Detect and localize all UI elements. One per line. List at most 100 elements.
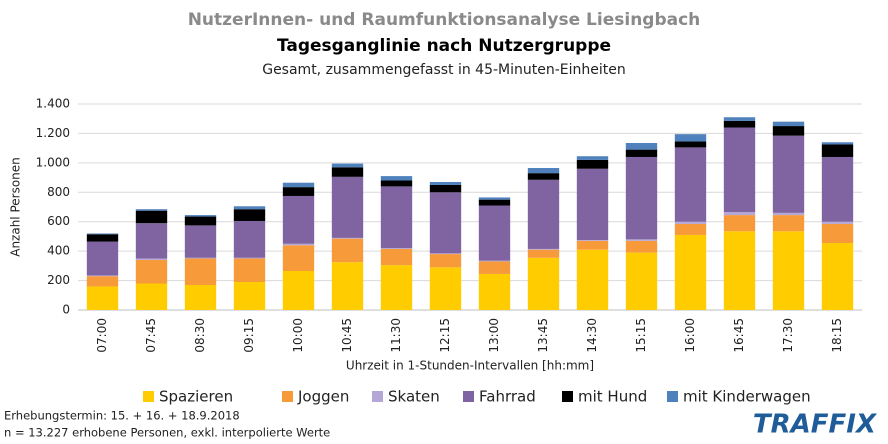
bar-segment	[723, 215, 756, 232]
bar-segment	[576, 156, 609, 160]
bar-segment	[478, 260, 511, 262]
bar-segment	[821, 221, 854, 224]
bar-segment	[135, 259, 168, 284]
bar-segment	[821, 144, 854, 157]
bar-segment	[723, 127, 756, 213]
bar-segment	[429, 184, 462, 193]
bar-segment	[674, 147, 707, 222]
bar-segment	[478, 273, 511, 310]
bar-segment	[674, 223, 707, 235]
x-tick-label: 18:15	[830, 318, 844, 353]
bar-segment	[135, 223, 168, 259]
bar-segment	[184, 258, 217, 285]
bar-segment	[135, 258, 168, 260]
bar-segment	[478, 199, 511, 206]
legend-label: mit Hund	[578, 388, 647, 406]
legend-label: Joggen	[297, 388, 349, 406]
y-tick-label: 600	[47, 214, 70, 228]
legend-swatch	[282, 391, 293, 402]
x-tick-label: 12:15	[438, 318, 452, 353]
y-tick-label: 1.200	[36, 126, 70, 140]
bar-segment	[233, 209, 266, 221]
legend-swatch	[143, 391, 154, 402]
bar-segment	[380, 186, 413, 249]
bar-segment	[821, 156, 854, 222]
x-tick-label: 09:15	[242, 318, 256, 353]
bar-segment	[576, 168, 609, 241]
bar-segment	[674, 234, 707, 310]
bar-segment	[478, 197, 511, 200]
bar-segment	[331, 262, 364, 310]
bar-segment	[86, 233, 119, 235]
bar-segment	[821, 243, 854, 310]
legend-swatch	[562, 391, 573, 402]
bar-segment	[674, 134, 707, 142]
legend-swatch	[372, 391, 383, 402]
bar-segment	[282, 182, 315, 188]
y-tick-label: 1.400	[36, 97, 70, 111]
bar-segment	[674, 141, 707, 148]
bar-segment	[233, 257, 266, 259]
bar-segment	[527, 249, 560, 258]
legend-swatch	[667, 391, 678, 402]
bar-segment	[282, 271, 315, 310]
x-axis-label: Uhrzeit in 1-Stunden-Intervallen [hh:mm]	[346, 359, 594, 373]
logo: TRAFFIX	[753, 410, 878, 440]
bar-segment	[527, 248, 560, 250]
bar-segment	[527, 168, 560, 174]
bar-segment	[527, 173, 560, 180]
bar-segment	[184, 215, 217, 217]
x-tick-label: 13:45	[536, 318, 550, 353]
bar-segment	[331, 176, 364, 238]
bar-segment	[331, 238, 364, 263]
x-tick-label: 07:45	[144, 318, 158, 353]
bar-segment	[233, 206, 266, 210]
bar-segment	[625, 156, 658, 240]
legend-label: Spazieren	[159, 388, 233, 406]
bar-segment	[772, 126, 805, 136]
x-tick-label: 13:00	[487, 318, 501, 353]
bar-segment	[625, 142, 658, 150]
bar-segment	[772, 231, 805, 310]
bar-segment	[135, 210, 168, 224]
bar-segment	[821, 223, 854, 244]
y-tick-label: 800	[47, 185, 70, 199]
bar-segment	[86, 276, 119, 287]
bar-segment	[429, 253, 462, 255]
bar-segment	[380, 248, 413, 266]
bar-segment	[674, 221, 707, 224]
bar-segment	[184, 216, 217, 226]
legend-label: Skaten	[388, 388, 440, 406]
bar-segment	[282, 195, 315, 244]
x-tick-label: 16:00	[683, 318, 697, 353]
x-tick-label: 14:30	[585, 318, 599, 353]
bar-segment	[380, 176, 413, 181]
bar-segment	[772, 121, 805, 127]
legend-swatch	[463, 391, 474, 402]
bar-segment	[527, 257, 560, 310]
legend-label: Fahrrad	[479, 388, 536, 406]
bar-segment	[86, 275, 119, 277]
bar-segment	[576, 240, 609, 241]
bar-segment	[772, 215, 805, 232]
bar-segment	[625, 149, 658, 157]
note: n = 13.227 erhobene Personen, exkl. inte…	[4, 426, 330, 440]
bar-segment	[184, 257, 217, 259]
bar-segment	[576, 249, 609, 310]
bar-segment	[821, 142, 854, 145]
note: Erhebungstermin: 15. + 16. + 18.9.2018	[4, 409, 240, 423]
x-tick-label: 10:45	[340, 318, 354, 353]
bar-segment	[527, 179, 560, 249]
legend-label: mit Kinderwagen	[683, 388, 811, 406]
bar-segment	[625, 239, 658, 241]
bar-segment	[576, 159, 609, 169]
bar-segment	[135, 283, 168, 310]
bar-segment	[723, 212, 756, 216]
y-tick-label: 200	[47, 273, 70, 287]
bar-segment	[429, 267, 462, 310]
bar-segment	[380, 180, 413, 187]
bar-segment	[331, 163, 364, 168]
x-tick-label: 17:30	[781, 318, 795, 353]
bar-segment	[86, 286, 119, 310]
